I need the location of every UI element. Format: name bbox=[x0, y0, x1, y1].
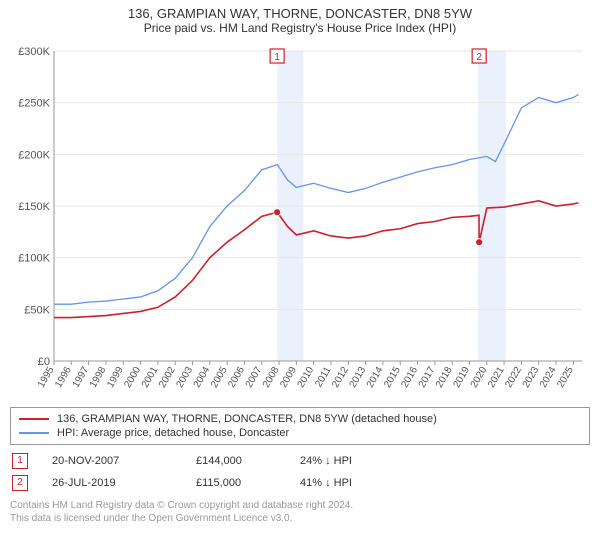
chart-subtitle: Price paid vs. HM Land Registry's House … bbox=[10, 21, 590, 35]
svg-text:£100K: £100K bbox=[18, 253, 50, 265]
svg-text:2019: 2019 bbox=[451, 365, 472, 390]
chart-area: £0£50K£100K£150K£200K£250K£300K199519961… bbox=[10, 41, 590, 401]
svg-text:1998: 1998 bbox=[88, 365, 109, 390]
legend-item: 136, GRAMPIAN WAY, THORNE, DONCASTER, DN… bbox=[19, 412, 581, 426]
event-badge: 1 bbox=[12, 453, 28, 469]
svg-text:2008: 2008 bbox=[261, 365, 282, 390]
svg-text:£200K: £200K bbox=[18, 149, 50, 161]
svg-text:2015: 2015 bbox=[382, 365, 403, 390]
svg-text:2: 2 bbox=[476, 52, 482, 63]
svg-text:2002: 2002 bbox=[157, 365, 178, 390]
svg-text:2024: 2024 bbox=[538, 365, 559, 390]
svg-text:1997: 1997 bbox=[71, 365, 92, 390]
event-row: 1 20-NOV-2007 £144,000 24% ↓ HPI bbox=[10, 451, 590, 473]
svg-text:1999: 1999 bbox=[105, 365, 126, 390]
svg-text:£50K: £50K bbox=[24, 304, 50, 316]
event-delta: 41% ↓ HPI bbox=[300, 477, 352, 489]
svg-text:2010: 2010 bbox=[296, 365, 317, 390]
svg-text:2007: 2007 bbox=[244, 365, 265, 390]
svg-text:£300K: £300K bbox=[18, 46, 50, 58]
svg-text:2020: 2020 bbox=[469, 365, 490, 390]
event-date: 26-JUL-2019 bbox=[52, 477, 172, 489]
event-price: £115,000 bbox=[196, 477, 276, 489]
legend-item: HPI: Average price, detached house, Donc… bbox=[19, 426, 581, 440]
legend-swatch bbox=[19, 432, 49, 434]
legend-label: 136, GRAMPIAN WAY, THORNE, DONCASTER, DN… bbox=[57, 413, 437, 425]
svg-text:2014: 2014 bbox=[365, 365, 386, 390]
svg-text:2012: 2012 bbox=[330, 365, 351, 390]
svg-text:2017: 2017 bbox=[417, 365, 438, 390]
svg-text:2013: 2013 bbox=[348, 365, 369, 390]
svg-text:£150K: £150K bbox=[18, 201, 50, 213]
chart-title: 136, GRAMPIAN WAY, THORNE, DONCASTER, DN… bbox=[10, 6, 590, 21]
svg-text:2016: 2016 bbox=[399, 365, 420, 390]
svg-text:2005: 2005 bbox=[209, 365, 230, 390]
svg-text:1995: 1995 bbox=[36, 365, 57, 390]
svg-text:2003: 2003 bbox=[174, 365, 195, 390]
svg-text:2021: 2021 bbox=[486, 365, 507, 390]
event-date: 20-NOV-2007 bbox=[52, 455, 172, 467]
svg-text:2023: 2023 bbox=[521, 365, 542, 390]
svg-text:2000: 2000 bbox=[123, 365, 144, 390]
footer-line: This data is licensed under the Open Gov… bbox=[10, 512, 590, 525]
event-delta: 24% ↓ HPI bbox=[300, 455, 352, 467]
svg-text:2022: 2022 bbox=[503, 365, 524, 390]
svg-text:2001: 2001 bbox=[140, 365, 161, 390]
chart-svg: £0£50K£100K£150K£200K£250K£300K199519961… bbox=[10, 41, 590, 401]
footer-line: Contains HM Land Registry data © Crown c… bbox=[10, 499, 590, 512]
svg-text:2006: 2006 bbox=[226, 365, 247, 390]
event-row: 2 26-JUL-2019 £115,000 41% ↓ HPI bbox=[10, 473, 590, 495]
svg-text:1: 1 bbox=[274, 52, 280, 63]
svg-text:£250K: £250K bbox=[18, 98, 50, 110]
event-price: £144,000 bbox=[196, 455, 276, 467]
svg-text:2025: 2025 bbox=[555, 365, 576, 390]
svg-text:1996: 1996 bbox=[53, 365, 74, 390]
svg-text:2004: 2004 bbox=[192, 365, 213, 390]
svg-text:2018: 2018 bbox=[434, 365, 455, 390]
legend: 136, GRAMPIAN WAY, THORNE, DONCASTER, DN… bbox=[10, 407, 590, 445]
events-table: 1 20-NOV-2007 £144,000 24% ↓ HPI 2 26-JU… bbox=[10, 451, 590, 495]
legend-label: HPI: Average price, detached house, Donc… bbox=[57, 427, 289, 439]
legend-swatch bbox=[19, 418, 49, 420]
event-badge: 2 bbox=[12, 475, 28, 491]
footer: Contains HM Land Registry data © Crown c… bbox=[10, 499, 590, 525]
svg-text:2009: 2009 bbox=[278, 365, 299, 390]
